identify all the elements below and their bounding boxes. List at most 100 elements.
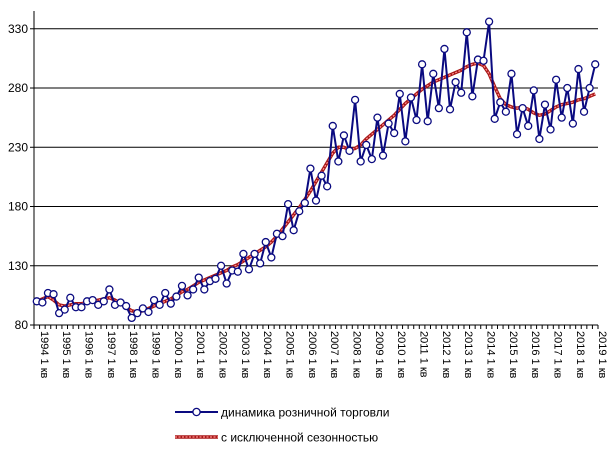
data-point-retail <box>200 285 209 294</box>
x-tick-label: 2008 1 кв <box>351 331 363 379</box>
legend-item-seasonal: с исключенной сезонностью <box>175 431 378 445</box>
data-point-retail <box>188 285 198 294</box>
data-point-retail <box>557 113 566 122</box>
x-tick-label: 2000 1 кв <box>172 331 184 379</box>
data-point-retail <box>239 249 248 259</box>
data-point-retail <box>166 299 175 308</box>
x-tick-label: 1996 1 кв <box>82 331 94 379</box>
data-point-retail <box>401 137 410 146</box>
axes <box>33 11 598 326</box>
data-point-retail <box>417 60 427 69</box>
series-lines <box>36 20 597 319</box>
data-point-retail <box>507 69 516 78</box>
data-point-retail <box>306 164 315 173</box>
x-tick-label: 2010 1 кв <box>395 331 407 379</box>
x-tick-label: 2003 1 кв <box>239 331 251 379</box>
data-point-retail <box>256 259 265 268</box>
x-tick-label: 1995 1 кв <box>60 331 72 379</box>
data-point-retail <box>429 69 438 78</box>
x-tick-label: 1994 1 кв <box>38 331 50 379</box>
x-tick-label: 2018 1 кв <box>574 331 586 379</box>
x-tick-label: 2001 1 кв <box>194 331 206 379</box>
data-point-retail <box>233 267 242 276</box>
data-point-retail <box>479 56 488 65</box>
series-line-seasonal-inner <box>36 62 596 313</box>
data-point-retail <box>384 119 393 128</box>
data-point-retail <box>216 261 226 270</box>
data-point-retail <box>300 198 309 208</box>
data-point-retail <box>563 83 572 93</box>
y-tick-label: 280 <box>8 81 28 95</box>
data-point-retail <box>434 104 444 113</box>
data-point-retail <box>183 291 192 300</box>
data-point-retail <box>66 293 75 302</box>
x-tick-label: 2017 1 кв <box>552 331 564 379</box>
data-point-retail <box>579 107 589 116</box>
data-point-retail <box>161 288 170 298</box>
data-point-retail <box>144 307 153 317</box>
legend: динамика розничной торговли с исключенно… <box>175 406 389 445</box>
data-point-retail <box>244 265 254 274</box>
x-tick-label: 2011 1 кв <box>418 331 430 378</box>
x-tick-label: 1998 1 кв <box>127 331 139 379</box>
x-tick-label: 2006 1 кв <box>306 331 318 379</box>
data-point-retail <box>524 121 533 131</box>
data-point-retail <box>591 60 600 69</box>
data-point-retail <box>535 134 544 144</box>
x-tick-label: 2013 1 кв <box>462 331 474 379</box>
data-point-retail <box>551 75 561 84</box>
data-point-retail <box>451 77 460 87</box>
data-point-retail <box>328 121 337 131</box>
data-point-retail <box>311 196 321 205</box>
data-point-retail <box>133 308 142 318</box>
data-point-retail <box>323 182 332 191</box>
x-tick-label: 2016 1 кв <box>529 331 541 379</box>
gridlines <box>34 28 598 267</box>
y-tick-label: 180 <box>8 200 28 214</box>
x-tick-label: 2007 1 кв <box>328 331 340 379</box>
x-tick-label: 2005 1 кв <box>283 331 295 379</box>
data-point-retail <box>250 249 259 259</box>
x-tick-label: 1999 1 кв <box>149 331 161 379</box>
legend-label-seasonal: с исключенной сезонностью <box>221 431 378 445</box>
data-point-retail <box>149 295 159 305</box>
series-markers <box>32 17 600 323</box>
data-point-retail <box>546 125 555 134</box>
data-point-retail <box>362 140 371 150</box>
data-point-retail <box>127 313 136 323</box>
data-point-retail <box>317 171 326 180</box>
data-point-retail <box>490 114 499 123</box>
legend-item-retail: динамика розничной торговли <box>175 406 389 420</box>
data-point-retail <box>60 305 69 314</box>
legend-label-retail: динамика розничной торговли <box>221 406 389 420</box>
data-point-retail <box>345 146 354 155</box>
data-point-retail <box>211 274 220 283</box>
data-point-retail <box>177 281 187 291</box>
data-point-retail <box>412 115 421 125</box>
data-point-retail <box>501 107 511 116</box>
x-tick-label: 2014 1 кв <box>485 331 497 379</box>
x-tick-labels: 1994 1 кв 1995 1 кв 1996 1 кв 1997 1 кв 1998… <box>33 325 608 379</box>
data-point-retail <box>440 44 449 54</box>
data-point-retail <box>278 231 287 241</box>
data-point-retail <box>406 93 416 102</box>
data-point-retail <box>468 92 477 101</box>
data-point-retail <box>529 86 538 95</box>
x-tick-label: 2012 1 кв <box>440 331 452 379</box>
x-tick-label: 1997 1 кв <box>105 331 117 379</box>
data-point-retail <box>445 105 455 114</box>
data-point-retail <box>585 83 594 93</box>
data-point-retail <box>334 157 343 166</box>
data-point-retail <box>261 237 270 247</box>
data-point-retail <box>395 89 404 99</box>
data-point-retail <box>295 207 304 216</box>
data-point-retail <box>367 154 376 164</box>
y-tick-label: 230 <box>8 140 28 154</box>
data-point-retail <box>350 95 360 105</box>
data-point-retail <box>267 253 276 262</box>
data-point-retail <box>484 17 494 26</box>
x-tick-label: 2019 1 кв <box>596 331 608 379</box>
y-tick-label: 130 <box>8 259 28 273</box>
